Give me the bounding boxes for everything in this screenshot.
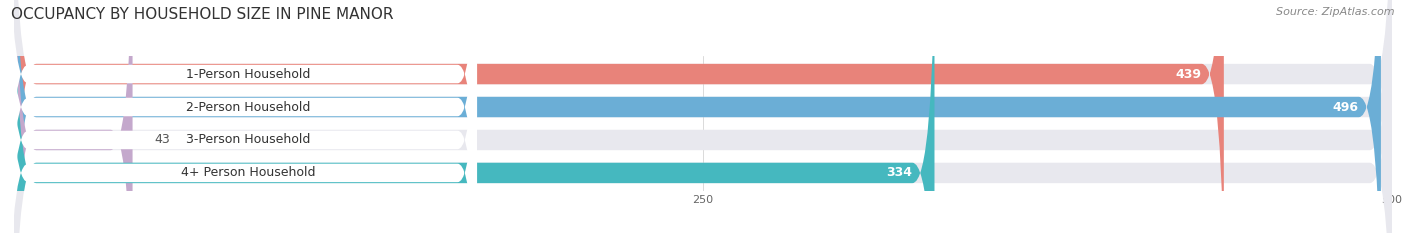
Text: Source: ZipAtlas.com: Source: ZipAtlas.com (1277, 7, 1395, 17)
FancyBboxPatch shape (14, 0, 1381, 233)
Text: 334: 334 (886, 166, 912, 179)
FancyBboxPatch shape (14, 0, 1392, 233)
Text: 43: 43 (155, 134, 170, 147)
FancyBboxPatch shape (14, 0, 132, 233)
Text: 1-Person Household: 1-Person Household (186, 68, 311, 81)
Text: 439: 439 (1175, 68, 1202, 81)
Text: 2-Person Household: 2-Person Household (186, 100, 311, 113)
FancyBboxPatch shape (8, 0, 477, 233)
FancyBboxPatch shape (14, 0, 1392, 233)
FancyBboxPatch shape (14, 0, 1392, 233)
Text: 496: 496 (1333, 100, 1358, 113)
Text: 4+ Person Household: 4+ Person Household (181, 166, 315, 179)
FancyBboxPatch shape (8, 0, 477, 233)
FancyBboxPatch shape (14, 0, 935, 233)
FancyBboxPatch shape (14, 0, 1223, 233)
FancyBboxPatch shape (8, 0, 477, 233)
Text: 3-Person Household: 3-Person Household (186, 134, 311, 147)
FancyBboxPatch shape (8, 0, 477, 233)
Text: OCCUPANCY BY HOUSEHOLD SIZE IN PINE MANOR: OCCUPANCY BY HOUSEHOLD SIZE IN PINE MANO… (11, 7, 394, 22)
FancyBboxPatch shape (14, 0, 1392, 233)
